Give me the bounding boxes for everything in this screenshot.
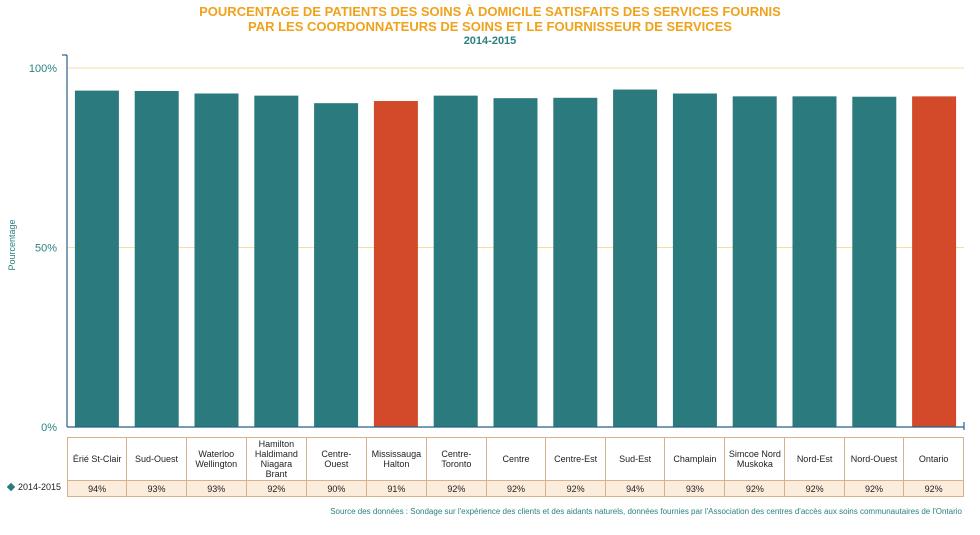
chart-title-line2: PAR LES COORDONNATEURS DE SOINS ET LE FO…: [248, 19, 732, 34]
category-label: Sud-Ouest: [126, 437, 187, 481]
data-table: Érié St-Clair Sud-Ouest Waterloo Wellington…: [66, 437, 964, 497]
category-label-line: Centre: [502, 454, 530, 464]
value-label: 92%: [724, 480, 786, 497]
y-tick-label: 100%: [29, 63, 57, 75]
category-label: Centre: [485, 437, 547, 481]
category-label-line: Érié St-Clair: [72, 454, 122, 464]
category-label-line: Centre-: [321, 449, 352, 459]
category-label-line: Champlain: [673, 454, 717, 464]
category-label: Centre- Toronto: [426, 437, 487, 481]
category-label-line: Ontario: [918, 454, 949, 464]
value-label: 93%: [664, 480, 726, 497]
value-label: 94%: [605, 480, 666, 497]
chart-title-line1: POURCENTAGE DE PATIENTS DES SOINS À DOMI…: [199, 4, 781, 19]
bar: [254, 95, 299, 427]
category-label-line: Waterloo: [198, 449, 235, 459]
category-label: Simcoe Nord Muskoka: [724, 437, 786, 481]
category-label: Champlain: [664, 437, 726, 481]
value-label: 92%: [784, 480, 845, 497]
value-label: 93%: [126, 480, 187, 497]
category-label: Hamilton Haldimand Niagara Brant: [245, 437, 308, 481]
category-label-line: Ouest: [324, 459, 349, 469]
category-label: Érié St-Clair: [66, 437, 128, 481]
category-label: Waterloo Wellington: [185, 437, 247, 481]
chart-subtitle: 2014-2015: [463, 35, 517, 47]
value-row: 94% 93% 93% 92% 90% 91% 92% 92% 92% 94% 93% 92% 92% 9…: [66, 480, 964, 497]
value-label: 92%: [903, 480, 964, 497]
value-label: 92%: [843, 480, 905, 497]
value-label: 92%: [545, 480, 607, 497]
category-label: Centre- Ouest: [306, 437, 367, 481]
category-label: Centre-Est: [545, 437, 607, 481]
category-label: Ontario: [903, 437, 964, 481]
category-label-line: Nord-Ouest: [850, 454, 898, 464]
category-label-line: Sud-Est: [619, 454, 652, 464]
y-tick-label: 50%: [35, 243, 57, 255]
category-label-line: Nord-Est: [796, 454, 833, 464]
bar: [613, 89, 658, 427]
category-label-line: Centre-: [441, 449, 472, 459]
category-label-line: Haldimand: [254, 449, 298, 459]
y-tick-label: 0%: [41, 422, 57, 434]
bar: [493, 98, 538, 427]
bar: [672, 93, 717, 427]
bar-chart: 0% 50% 100%: [29, 54, 965, 434]
category-label-line: Mississauga: [371, 449, 422, 459]
bar: [194, 93, 239, 427]
diamond-icon: [6, 482, 16, 492]
bar: [553, 97, 598, 427]
bar: [852, 96, 897, 427]
value-label: 90%: [306, 480, 367, 497]
category-label-line: Halton: [383, 459, 410, 469]
category-label-line: Muskoka: [736, 459, 773, 469]
bar: [314, 103, 359, 427]
bar: [433, 95, 478, 427]
value-label: 92%: [485, 480, 547, 497]
value-label: 92%: [245, 480, 308, 497]
bar: [912, 96, 957, 428]
bar: [373, 101, 418, 427]
category-label-line: Hamilton: [258, 439, 295, 449]
category-label: Sud-Est: [605, 437, 666, 481]
category-label-line: Sud-Ouest: [134, 454, 178, 464]
category-label: Nord-Est: [784, 437, 845, 481]
source-note: Source des données : Sondage sur l'expér…: [330, 507, 962, 516]
bar: [74, 90, 119, 427]
category-label-line: Brant: [265, 469, 288, 479]
category-label-line: Centre-Est: [554, 454, 598, 464]
category-label-line: Wellington: [195, 459, 238, 469]
category-row: Érié St-Clair Sud-Ouest Waterloo Wellington…: [66, 437, 964, 481]
value-label: 92%: [426, 480, 487, 497]
bar: [732, 96, 777, 428]
value-label: 91%: [365, 480, 428, 497]
category-label-line: Toronto: [441, 459, 472, 469]
category-label-line: Simcoe Nord: [728, 449, 781, 459]
series-legend: 2014-2015: [6, 482, 62, 492]
value-label: 94%: [66, 480, 128, 497]
series-name: 2014-2015: [18, 482, 62, 492]
category-label: Mississauga Halton: [365, 437, 428, 481]
bar: [792, 96, 837, 428]
value-label: 93%: [185, 480, 247, 497]
bar: [134, 90, 179, 427]
category-label: Nord-Ouest: [843, 437, 905, 481]
category-label-line: Niagara: [260, 459, 293, 469]
